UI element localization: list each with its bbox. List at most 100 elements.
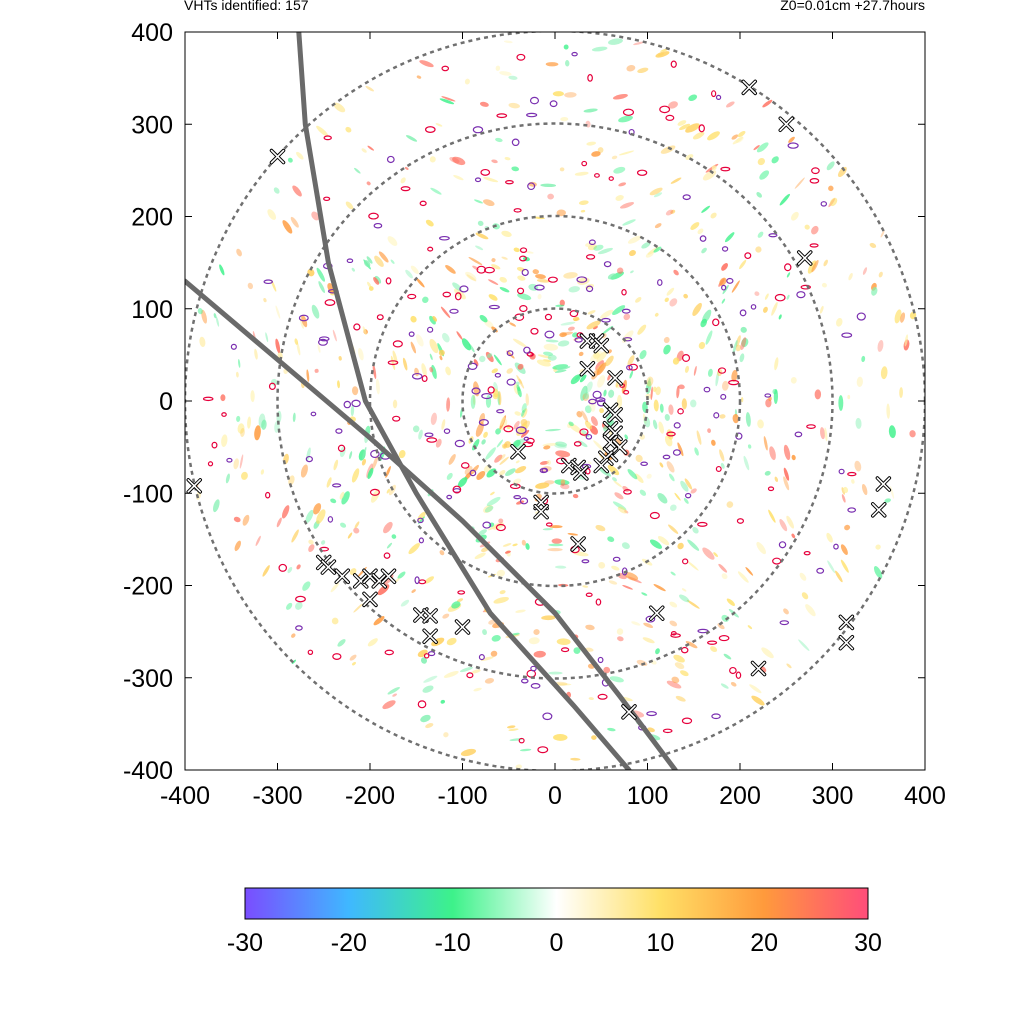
contour-blob [681,717,693,725]
field-speckle [345,201,354,210]
field-speckle [410,315,417,323]
contour-blob [809,243,819,248]
contour-blob [711,713,721,720]
field-speckle [508,75,518,80]
field-speckle [759,170,770,180]
field-speckle [680,480,689,492]
field-speckle [418,429,423,440]
field-speckle [443,732,449,738]
field-speckle [622,219,636,226]
field-speckle [840,559,849,573]
contour-blob [707,640,718,645]
field-speckle [774,476,779,482]
field-speckle [694,447,699,456]
field-speckle [493,354,502,366]
field-speckle [276,517,282,528]
vht-marker-fill [871,503,886,517]
field-speckle [498,454,506,461]
contour-blob [744,252,752,260]
field-speckle [383,521,393,534]
field-speckle [720,683,729,689]
contour-blob [439,235,450,241]
field-speckle [586,141,597,146]
reflectivity-field [194,38,917,770]
field-speckle [305,509,314,523]
field-speckle [824,427,828,442]
field-speckle [479,101,489,107]
vht-marker [593,337,609,354]
contour-blob [581,559,590,564]
field-speckle [525,393,529,406]
contour-blob [295,625,303,631]
field-speckle [559,299,565,307]
field-speckle [783,444,791,461]
vht-marker [573,465,589,481]
contour-blob [787,142,799,149]
contour-blob [495,523,506,532]
vht-marker-fill [321,560,336,574]
field-speckle [705,330,713,345]
field-speckle [663,344,671,355]
vht-marker [362,591,378,608]
contour-blob [496,409,505,414]
field-speckle [677,120,687,126]
field-speckle [387,236,398,246]
vht-marker-fill [511,444,525,459]
field-speckle [470,464,479,475]
field-speckle [453,175,464,181]
contour-blob [720,166,731,172]
field-speckle [554,369,567,373]
field-speckle [446,637,457,646]
field-speckle [443,670,459,678]
field-speckle [507,725,516,729]
field-speckle [332,329,337,342]
field-speckle [565,60,570,67]
field-speckle [221,434,228,447]
field-speckle [414,367,420,377]
field-speckle [886,403,891,419]
field-speckle [439,98,455,105]
contour-blob [323,135,332,141]
field-speckle [378,251,389,263]
field-speckle [484,505,494,513]
field-speckle [591,46,608,52]
contour-blob [530,327,539,335]
field-speckle [529,353,536,360]
field-speckle [505,468,516,477]
field-speckle [756,192,762,198]
field-speckle [861,483,868,496]
contour-blob [469,469,477,477]
contour-blob [526,112,538,118]
contour-blob [778,541,787,549]
contour-blob [621,308,631,314]
contour-blob [547,276,558,283]
contour-blob [460,462,470,469]
x-tick-label: -300 [252,782,302,810]
field-speckle [351,386,359,396]
field-speckle [749,684,762,694]
field-speckle [260,469,265,475]
field-speckle [479,314,488,323]
field-speckle [624,510,629,514]
field-speckle [595,524,606,532]
field-speckle [783,608,789,615]
contour-blob [317,338,328,346]
field-speckle [844,524,851,531]
contour-blob [549,100,558,108]
field-speckle [686,599,700,609]
field-speckle [291,633,296,638]
field-speckle [390,355,396,370]
field-speckle [521,403,527,413]
field-speckle [333,459,339,471]
field-speckle [533,629,540,635]
field-speckle [296,564,301,570]
field-speckle [350,405,355,417]
field-speckle [819,305,824,314]
x-tick-label: -400 [160,782,210,810]
field-speckle [233,516,241,523]
contour-blob [295,595,306,603]
vht-marker-fill [335,569,350,584]
field-speckle [402,357,408,371]
field-speckle [655,386,661,396]
contour-blob [728,379,740,386]
